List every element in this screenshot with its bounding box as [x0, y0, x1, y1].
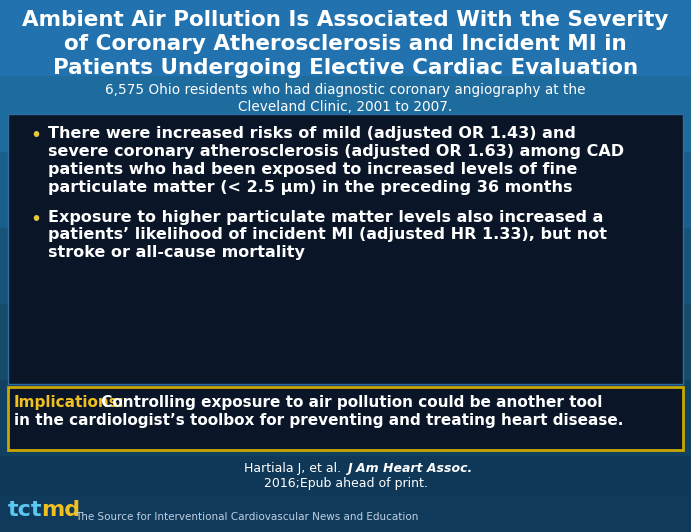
- Text: There were increased risks of mild (adjusted OR 1.43) and: There were increased risks of mild (adju…: [48, 126, 576, 141]
- Bar: [0, 152, 691, 228]
- Text: patients’ likelihood of incident MI (adjusted HR 1.33), but not: patients’ likelihood of incident MI (adj…: [48, 227, 607, 243]
- Text: •: •: [30, 210, 41, 229]
- Bar: [8, 114, 683, 384]
- Text: stroke or all-cause mortality: stroke or all-cause mortality: [48, 245, 305, 260]
- Text: patients who had been exposed to increased levels of fine: patients who had been exposed to increas…: [48, 162, 578, 177]
- Text: J Am Heart Assoc.: J Am Heart Assoc.: [348, 462, 473, 475]
- Text: in the cardiologist’s toolbox for preventing and treating heart disease.: in the cardiologist’s toolbox for preven…: [14, 413, 623, 428]
- Text: Hartiala J, et al.: Hartiala J, et al.: [245, 462, 346, 475]
- Text: 6,575 Ohio residents who had diagnostic coronary angiography at the: 6,575 Ohio residents who had diagnostic …: [105, 83, 586, 97]
- Text: md: md: [41, 500, 81, 520]
- Bar: [0, 76, 691, 152]
- Text: Patients Undergoing Elective Cardiac Evaluation: Patients Undergoing Elective Cardiac Eva…: [53, 58, 638, 78]
- Bar: [0, 228, 691, 304]
- Text: particulate matter (< 2.5 μm) in the preceding 36 months: particulate matter (< 2.5 μm) in the pre…: [48, 180, 573, 195]
- Text: Implications:: Implications:: [14, 395, 125, 410]
- Text: •: •: [30, 126, 41, 145]
- Text: Ambient Air Pollution Is Associated With the Severity: Ambient Air Pollution Is Associated With…: [22, 10, 669, 30]
- Bar: [0, 380, 691, 456]
- Bar: [0, 0, 691, 76]
- Text: Exposure to higher particulate matter levels also increased a: Exposure to higher particulate matter le…: [48, 210, 603, 225]
- Bar: [0, 304, 691, 380]
- Bar: [0, 496, 691, 532]
- Text: 2016;Epub ahead of print.: 2016;Epub ahead of print.: [263, 477, 428, 491]
- Bar: [8, 387, 683, 450]
- Text: Cleveland Clinic, 2001 to 2007.: Cleveland Clinic, 2001 to 2007.: [238, 99, 453, 113]
- Text: severe coronary atherosclerosis (adjusted OR 1.63) among CAD: severe coronary atherosclerosis (adjuste…: [48, 144, 624, 159]
- Text: Controlling exposure to air pollution could be another tool: Controlling exposure to air pollution co…: [97, 395, 603, 410]
- Text: tct: tct: [8, 500, 43, 520]
- Text: of Coronary Atherosclerosis and Incident MI in: of Coronary Atherosclerosis and Incident…: [64, 34, 627, 54]
- Bar: [0, 456, 691, 532]
- Text: The Source for Interventional Cardiovascular News and Education: The Source for Interventional Cardiovasc…: [75, 512, 419, 522]
